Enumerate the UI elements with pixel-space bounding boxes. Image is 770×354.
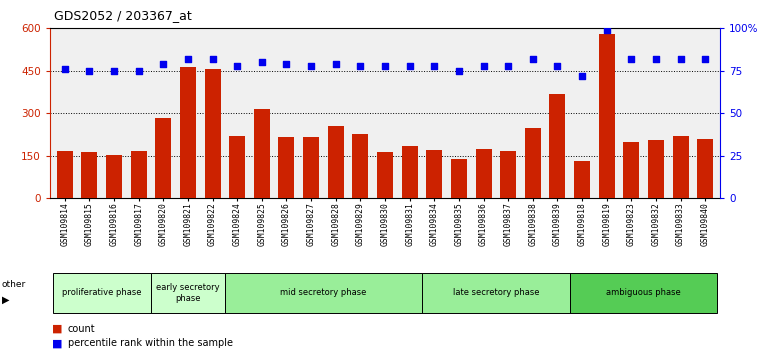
Bar <box>156 118 172 198</box>
Bar <box>623 142 639 198</box>
Point <box>428 63 440 69</box>
Text: ■: ■ <box>52 324 63 333</box>
Point <box>551 63 564 69</box>
Point <box>132 68 145 74</box>
Point <box>305 63 317 69</box>
Point <box>256 59 268 65</box>
Point <box>280 61 293 67</box>
Bar <box>476 149 491 198</box>
Bar <box>353 134 368 198</box>
Text: late secretory phase: late secretory phase <box>453 289 539 297</box>
Text: percentile rank within the sample: percentile rank within the sample <box>68 338 233 348</box>
Point <box>108 68 120 74</box>
Point <box>477 63 490 69</box>
Point <box>231 63 243 69</box>
Bar <box>550 94 565 198</box>
Point <box>453 68 465 74</box>
Point <box>403 63 416 69</box>
Point <box>206 56 219 62</box>
Point <box>527 56 539 62</box>
Bar <box>598 34 614 198</box>
Text: ■: ■ <box>52 338 63 348</box>
Text: other: other <box>2 280 25 289</box>
Bar <box>254 109 270 198</box>
Point <box>354 63 367 69</box>
Bar <box>648 140 664 198</box>
Text: ambiguous phase: ambiguous phase <box>606 289 681 297</box>
Bar <box>451 159 467 198</box>
Point <box>330 61 342 67</box>
Point <box>502 63 514 69</box>
Text: count: count <box>68 324 95 333</box>
Bar <box>402 147 417 198</box>
Bar <box>180 67 196 198</box>
Point <box>379 63 391 69</box>
Point <box>601 27 613 33</box>
Point <box>675 56 687 62</box>
Text: mid secretory phase: mid secretory phase <box>280 289 367 297</box>
Point <box>650 56 662 62</box>
Text: proliferative phase: proliferative phase <box>62 289 142 297</box>
Bar <box>377 152 393 198</box>
Point <box>59 66 71 72</box>
Bar <box>672 136 688 198</box>
Bar <box>525 128 541 198</box>
Bar <box>106 155 122 198</box>
Point <box>157 61 169 67</box>
Point <box>699 56 711 62</box>
Point <box>576 73 588 79</box>
Bar <box>82 152 98 198</box>
Text: ▶: ▶ <box>2 294 9 304</box>
Point <box>182 56 194 62</box>
Bar <box>303 137 319 198</box>
Bar <box>574 161 590 198</box>
Bar <box>205 69 220 198</box>
Bar <box>57 151 73 198</box>
Bar <box>328 126 343 198</box>
Bar <box>500 151 516 198</box>
Bar <box>427 149 442 198</box>
Text: GDS2052 / 203367_at: GDS2052 / 203367_at <box>54 9 192 22</box>
Bar <box>279 137 294 198</box>
Bar <box>697 139 713 198</box>
Bar <box>131 151 147 198</box>
Text: early secretory
phase: early secretory phase <box>156 283 219 303</box>
Bar <box>229 136 245 198</box>
Point <box>83 68 95 74</box>
Point <box>625 56 638 62</box>
